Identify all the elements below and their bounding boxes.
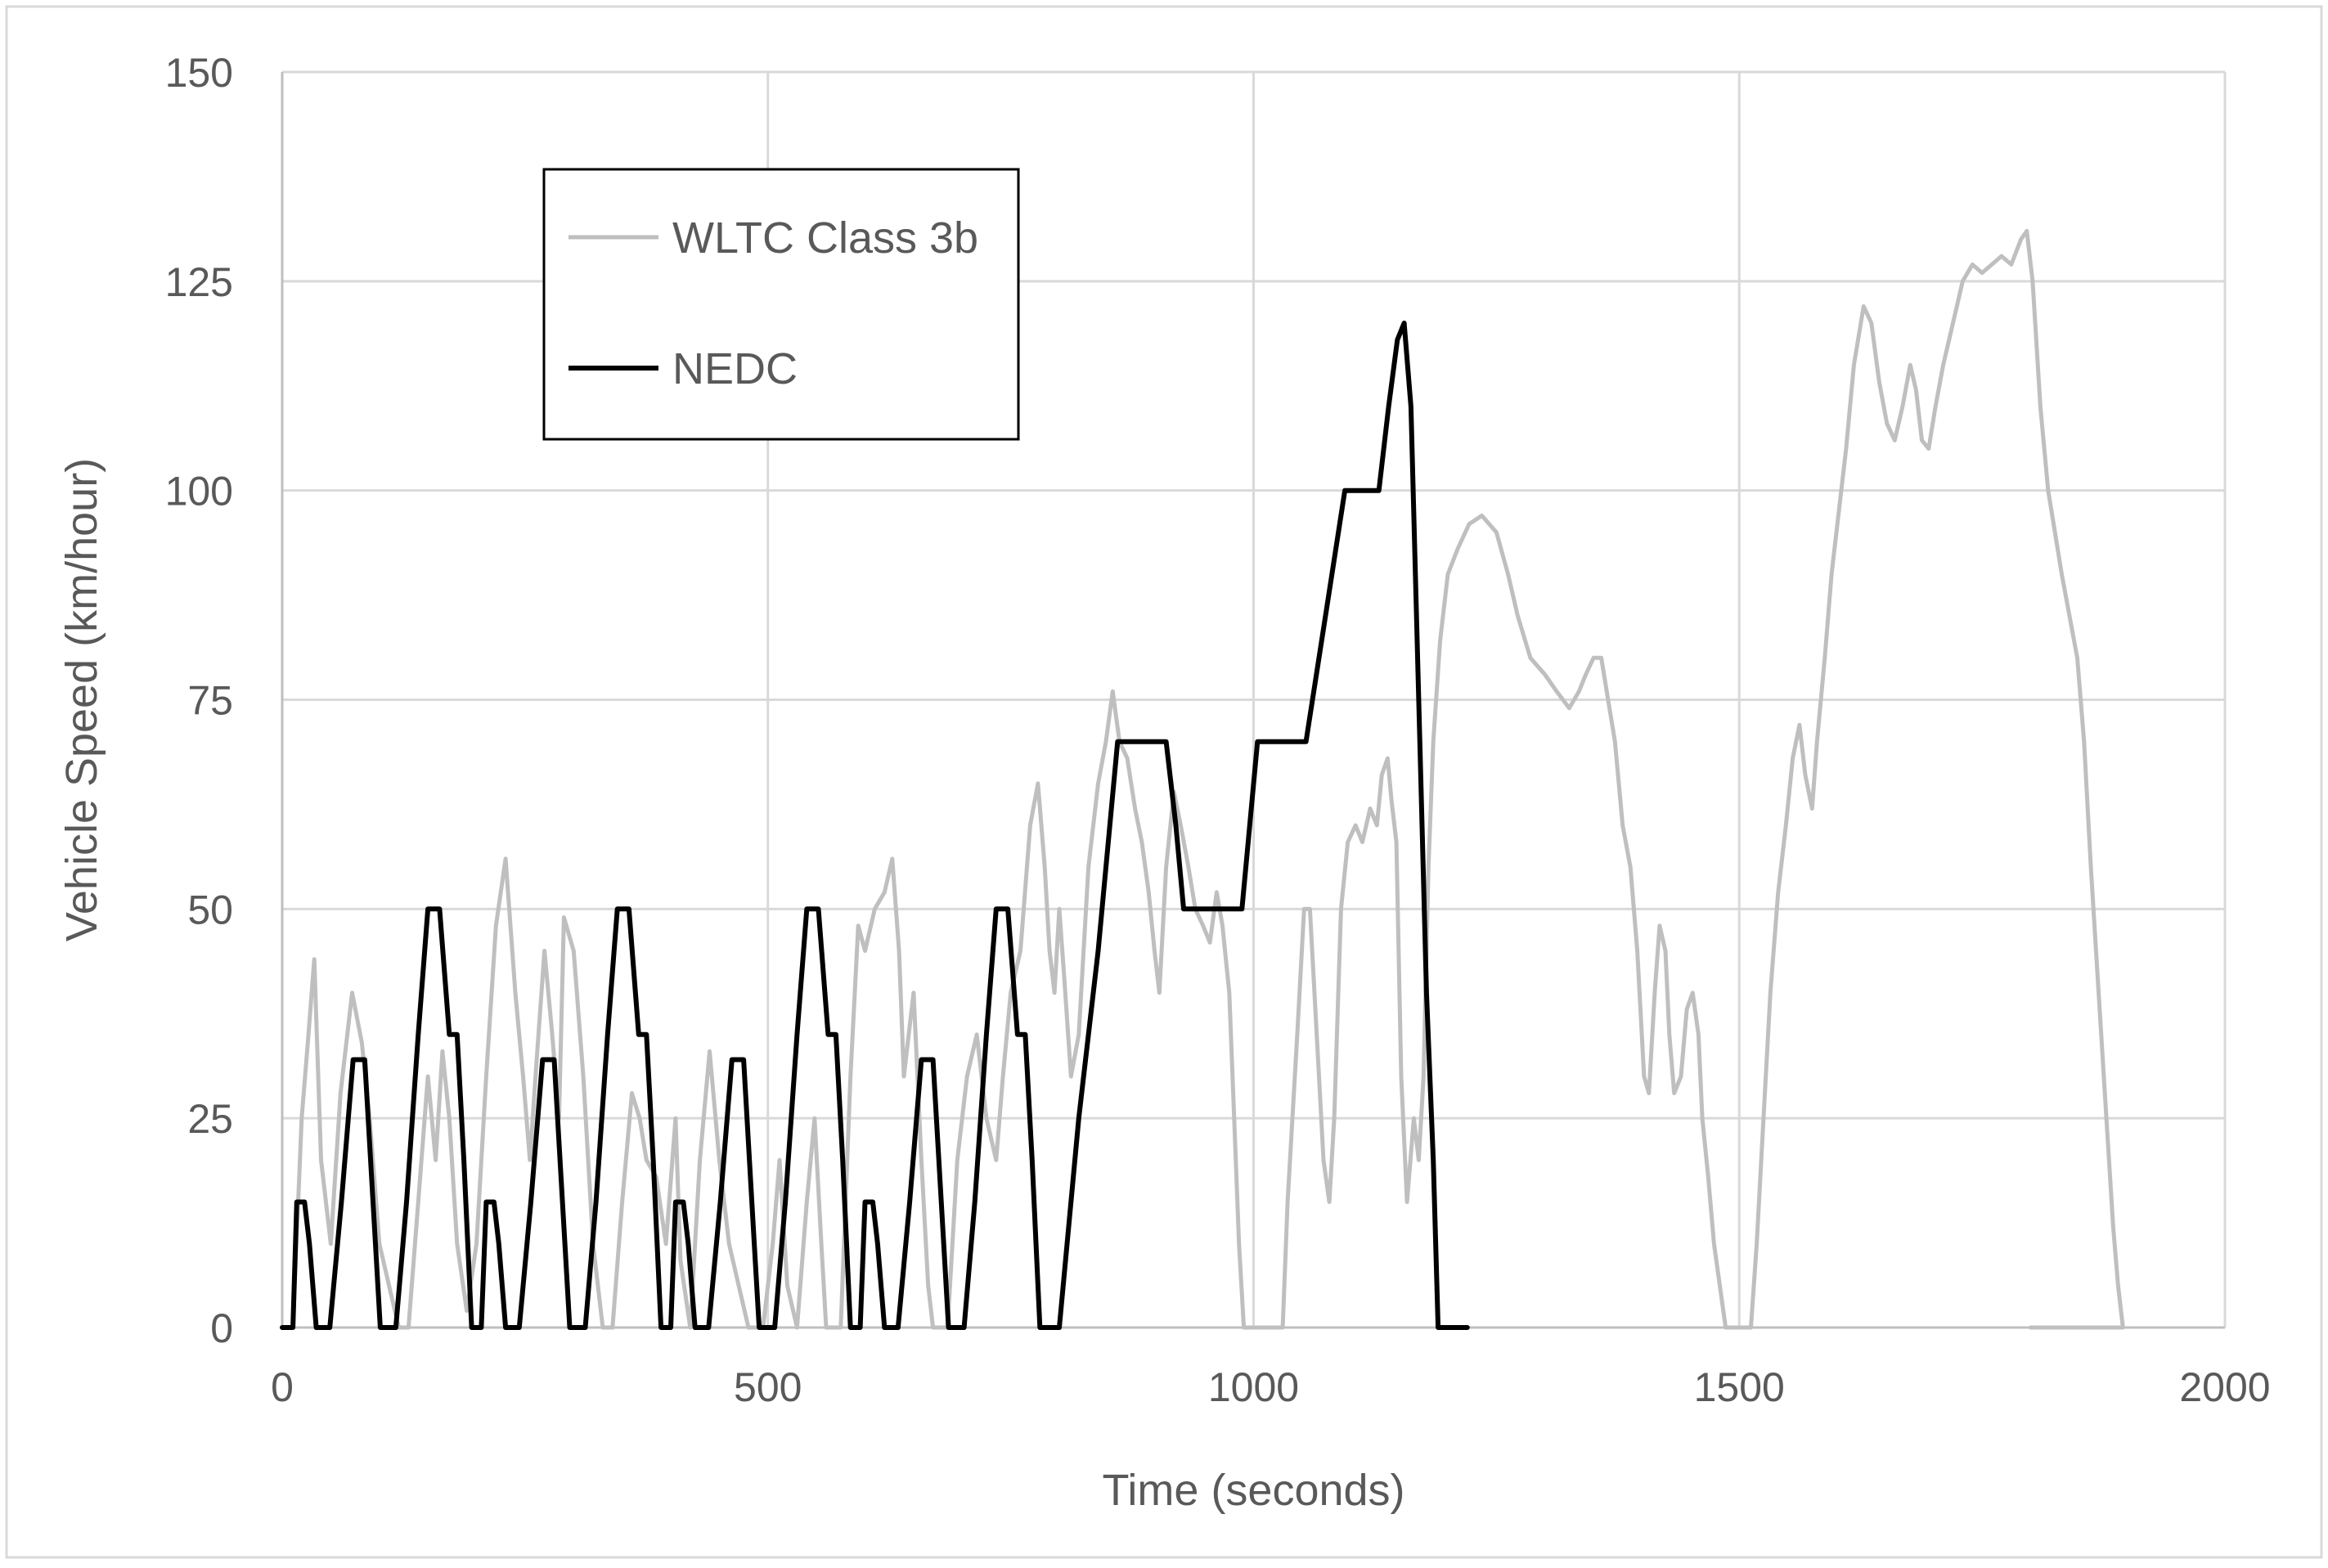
series-layer — [280, 228, 2125, 1330]
chart-frame — [5, 5, 2323, 1559]
legend: WLTC Class 3b NEDC — [542, 168, 1020, 441]
legend-label-nedc: NEDC — [672, 344, 798, 393]
x-tick-label: 500 — [734, 1364, 802, 1410]
x-tick-label: 2000 — [2179, 1364, 2270, 1410]
y-tick-label: 100 — [165, 469, 233, 514]
legend-box — [542, 168, 1020, 441]
y-tick-label: 150 — [165, 50, 233, 96]
y-tick-label: 125 — [165, 259, 233, 305]
y-axis-title: Vehicle Speed (km/hour) — [57, 458, 106, 941]
y-tick-label: 0 — [210, 1305, 233, 1351]
series-line-wltc — [280, 228, 2125, 1330]
x-tick-label: 0 — [271, 1364, 294, 1410]
x-tick-label: 1500 — [1694, 1364, 1785, 1410]
x-axis-title: Time (seconds) — [1102, 1466, 1404, 1515]
legend-label-wltc: WLTC Class 3b — [672, 213, 978, 263]
series-line-nedc — [280, 321, 1470, 1330]
x-tick-label: 1000 — [1208, 1364, 1299, 1410]
y-tick-label: 75 — [187, 678, 233, 724]
y-tick-label: 25 — [187, 1096, 233, 1142]
y-tick-label: 50 — [187, 887, 233, 932]
